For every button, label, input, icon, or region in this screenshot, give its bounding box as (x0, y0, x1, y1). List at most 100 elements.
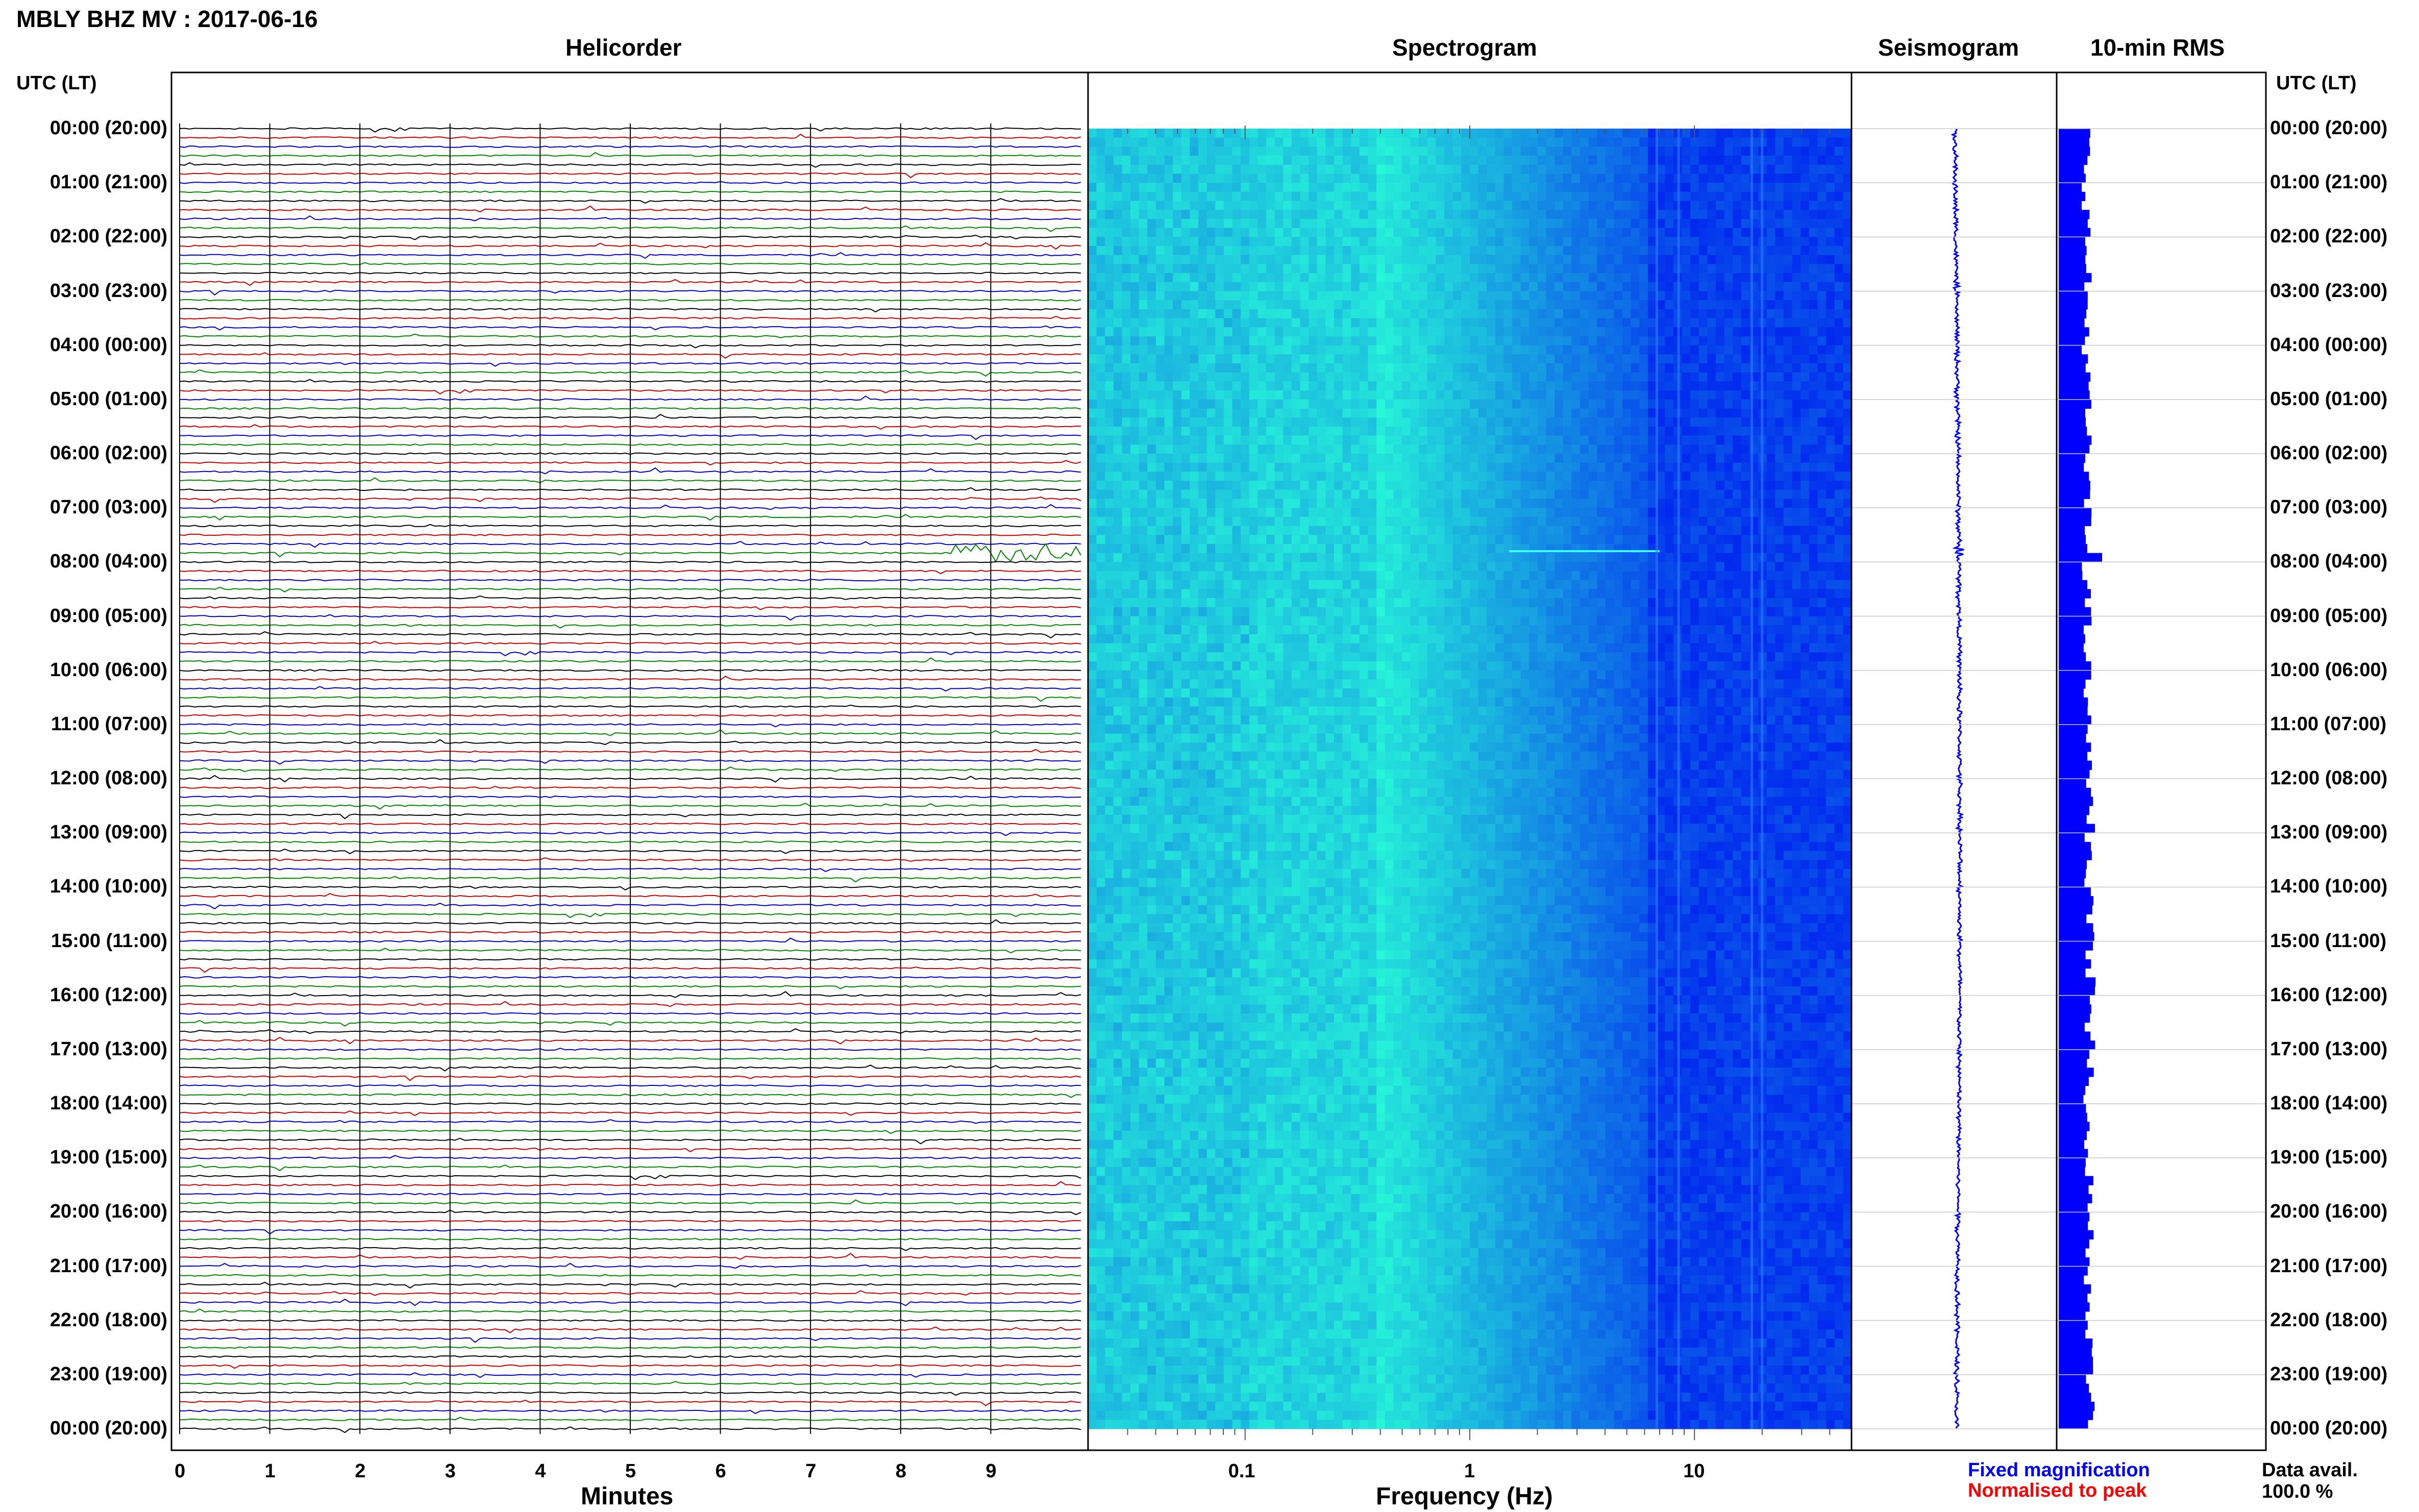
rms-bar (2059, 237, 2085, 246)
rms-bar (2059, 282, 2085, 291)
time-label-left: 12:00 (08:00) (50, 767, 167, 789)
rms-bar (2059, 950, 2086, 960)
rms-bar (2059, 399, 2091, 409)
rms-bar (2059, 1085, 2086, 1095)
rms-bar (2059, 806, 2090, 815)
rms-bar (2059, 1356, 2093, 1366)
rms-bar (2059, 1257, 2090, 1267)
time-label-left: 23:00 (19:00) (50, 1363, 167, 1385)
rms-bars (2059, 129, 2102, 1429)
spectrogram-title: Spectrogram (1392, 34, 1537, 61)
rms-bar (2059, 462, 2084, 472)
spectrogram-tick-label: 1 (1464, 1460, 1475, 1482)
rms-bar (2059, 408, 2086, 418)
rms-bar (2059, 146, 2090, 156)
time-label-left: 13:00 (09:00) (50, 822, 167, 844)
rms-bar (2059, 372, 2091, 382)
utc-header-left: UTC (LT) (16, 72, 97, 94)
rms-bar (2059, 1068, 2094, 1077)
rms-bar (2059, 634, 2085, 644)
rms-bar (2059, 173, 2086, 183)
seismogram-title: Seismogram (1878, 34, 2019, 61)
time-label-right: 00:00 (20:00) (2270, 1418, 2388, 1439)
spectrogram-heatmap (1088, 129, 1852, 1429)
rms-bar (2059, 914, 2087, 924)
rms-bar (2059, 363, 2086, 373)
time-label-right: 09:00 (05:00) (2270, 605, 2388, 627)
rms-bar (2059, 814, 2087, 824)
rms-bar (2059, 1122, 2090, 1131)
rms-bar (2059, 1040, 2095, 1050)
rms-bar (2059, 959, 2091, 969)
rms-bar (2059, 1302, 2090, 1312)
time-label-left: 14:00 (10:00) (50, 876, 167, 898)
rms-bar (2059, 1284, 2091, 1294)
rms-bar (2059, 1149, 2088, 1158)
rms-bar (2059, 1275, 2084, 1285)
rms-bar (2059, 860, 2087, 870)
rms-bar (2059, 760, 2092, 770)
rms-bar (2059, 923, 2093, 933)
rms-bar (2059, 129, 2090, 138)
rms-bar (2059, 309, 2087, 319)
rms-bar (2059, 1410, 2093, 1420)
helicorder-tick-label: 8 (895, 1460, 906, 1482)
rms-bar (2059, 1420, 2088, 1429)
time-label-right: 02:00 (22:00) (2270, 226, 2388, 247)
rms-bar (2059, 1058, 2087, 1068)
rms-bar (2059, 1131, 2087, 1141)
rms-bar (2059, 824, 2095, 833)
rms-bar (2059, 1203, 2088, 1212)
helicorder-x-label: Minutes (581, 1483, 674, 1510)
rms-bar (2059, 589, 2091, 599)
rms-bar (2059, 526, 2085, 535)
rms-bar (2059, 345, 2082, 355)
time-label-right: 21:00 (17:00) (2270, 1255, 2388, 1277)
rms-bar (2059, 896, 2094, 906)
time-label-left: 11:00 (07:00) (51, 713, 167, 735)
time-label-left: 10:00 (06:00) (50, 659, 167, 681)
time-label-left: 03:00 (23:00) (50, 280, 167, 302)
rms-bar (2059, 1221, 2088, 1231)
rms-title: 10-min RMS (2090, 34, 2225, 61)
time-label-right: 10:00 (06:00) (2270, 659, 2388, 681)
rms-bar (2059, 607, 2091, 616)
rms-bar (2059, 1049, 2089, 1059)
time-label-right: 11:00 (07:00) (2270, 713, 2387, 735)
spectrogram-tick-label: 10 (1683, 1460, 1705, 1482)
outer-frame (170, 71, 2267, 1451)
rms-bar (2059, 183, 2082, 192)
rms-bar (2059, 697, 2088, 707)
rms-bar (2059, 770, 2090, 779)
rms-bar (2059, 625, 2084, 635)
time-label-left: 00:00 (20:00) (50, 117, 167, 139)
time-label-left: 17:00 (13:00) (50, 1038, 167, 1060)
time-label-right: 08:00 (04:00) (2270, 551, 2388, 573)
rms-bar (2059, 797, 2093, 806)
helicorder-title: Helicorder (565, 34, 682, 61)
rms-bar (2059, 255, 2086, 264)
spectrogram-x-label: Frequency (Hz) (1376, 1483, 1553, 1510)
rms-bar (2059, 553, 2102, 562)
rms-bar (2059, 733, 2086, 743)
time-label-left: 05:00 (01:00) (50, 388, 167, 410)
rms-bar (2059, 1339, 2093, 1348)
rms-bar (2059, 516, 2091, 527)
rms-bar (2059, 751, 2088, 761)
time-label-left: 01:00 (21:00) (50, 171, 167, 193)
rms-bar (2059, 300, 2088, 310)
rms-bar (2059, 417, 2086, 427)
rms-bar (2059, 137, 2090, 147)
rms-bar (2059, 1031, 2091, 1041)
rms-bar (2059, 968, 2086, 978)
rms-bar (2059, 435, 2092, 445)
rms-bar (2059, 489, 2090, 499)
time-label-right: 14:00 (10:00) (2270, 876, 2388, 898)
time-label-right: 23:00 (19:00) (2270, 1363, 2388, 1385)
rms-bar (2059, 246, 2087, 256)
time-label-right: 16:00 (12:00) (2270, 984, 2388, 1006)
rms-bar (2059, 851, 2092, 860)
rms-bar (2059, 1139, 2084, 1149)
time-label-right: 15:00 (11:00) (2270, 930, 2387, 952)
